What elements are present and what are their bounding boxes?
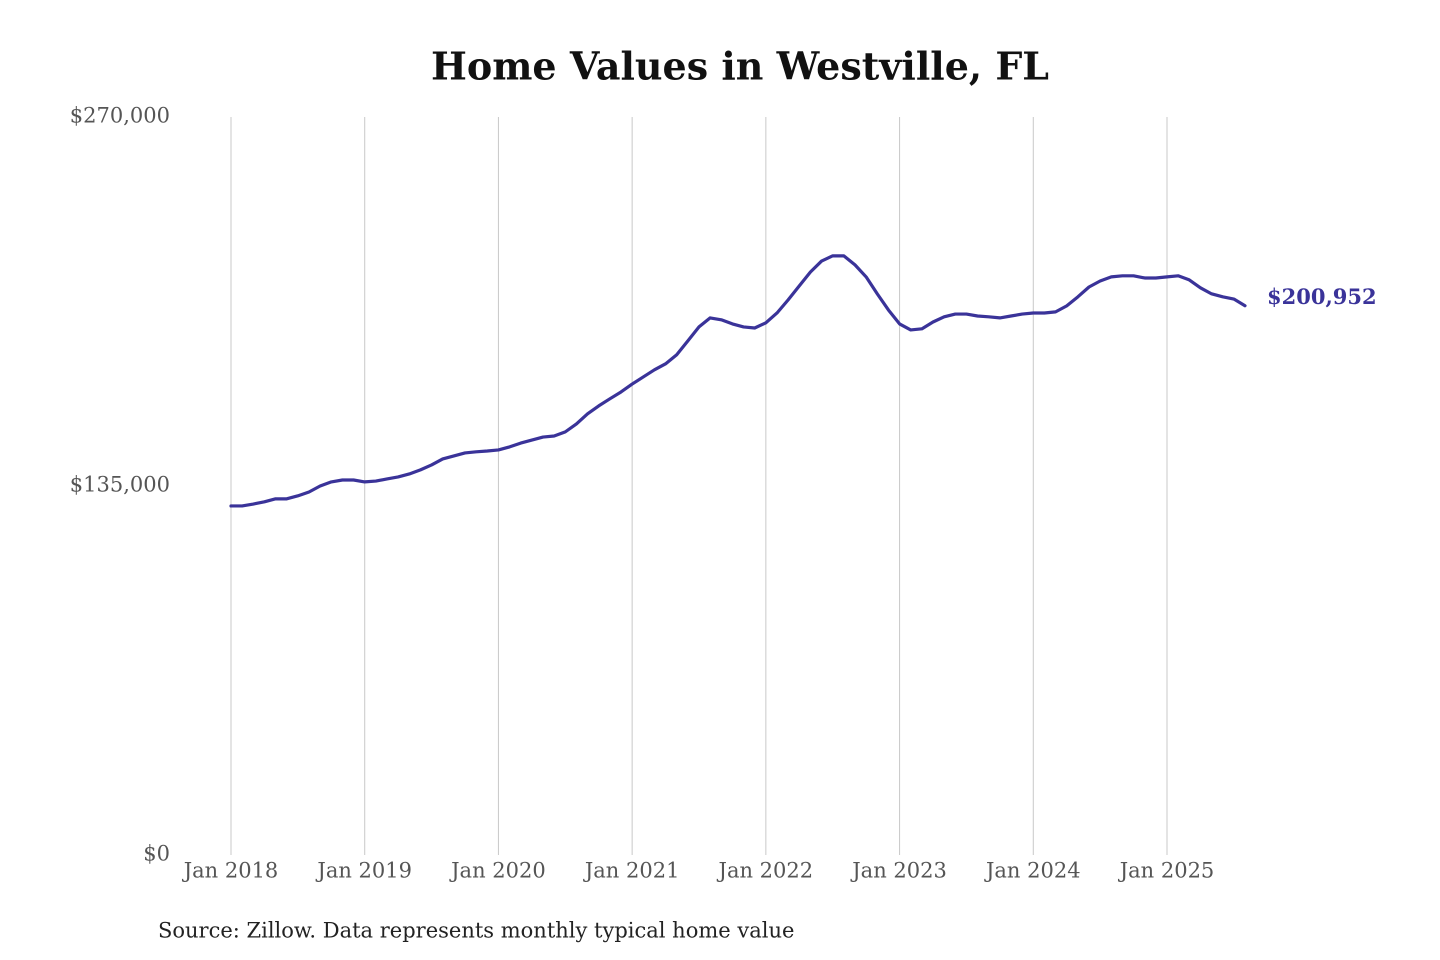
x-tick-label: Jan 2020 xyxy=(449,859,546,883)
x-tick-label: Jan 2022 xyxy=(717,859,814,883)
y-tick-label: $270,000 xyxy=(70,104,170,128)
chart-title: Home Values in Westville, FL xyxy=(431,44,1049,89)
x-tick-label: Jan 2023 xyxy=(850,859,947,883)
x-tick-label: Jan 2019 xyxy=(315,859,412,883)
x-tick-label: Jan 2018 xyxy=(182,859,279,883)
source-note: Source: Zillow. Data represents monthly … xyxy=(158,919,794,943)
y-tick-label: $0 xyxy=(143,842,170,866)
y-tick-label: $135,000 xyxy=(70,473,170,497)
x-tick-label: Jan 2024 xyxy=(984,859,1081,883)
value-label: $200,952 xyxy=(1267,284,1377,309)
x-tick-label: Jan 2025 xyxy=(1118,859,1215,883)
x-tick-label: Jan 2021 xyxy=(583,859,680,883)
data-line xyxy=(229,254,1247,508)
